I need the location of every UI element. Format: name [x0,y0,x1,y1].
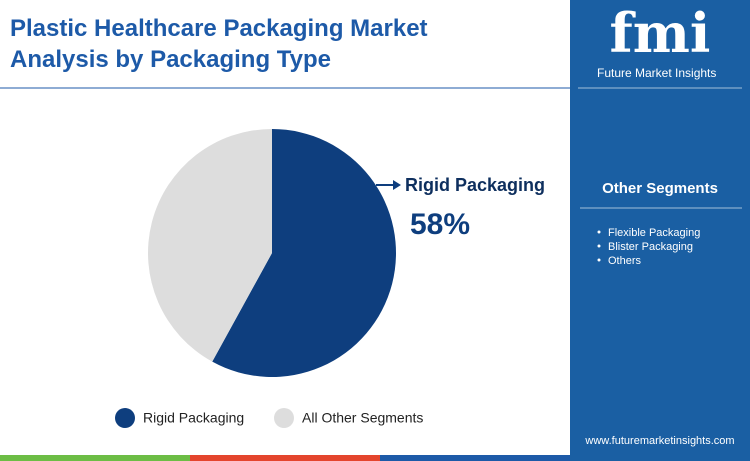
callout-label: Rigid Packaging [405,175,545,195]
chart-title: Plastic Healthcare Packaging Market Anal… [10,15,434,73]
footer-strip [190,455,380,461]
pie [148,129,396,377]
legend-swatch [115,408,135,428]
footer-strip [0,455,190,461]
pie-slice [212,129,396,377]
segment-item: Flexible Packaging [608,227,700,239]
legend-swatch [274,408,294,428]
segment-item: Others [608,255,642,267]
url: www.futuremarketinsights.com [584,435,734,447]
callout-arrowhead [393,180,401,190]
sidebar-heading: Other Segments [602,180,718,197]
segment-list: Flexible Packaging Blister Packaging Other… [597,227,700,267]
title-line: Plastic Healthcare Packaging Market [10,15,428,42]
bullet [597,258,601,262]
legend-label: All Other Segments [302,410,423,426]
bullet [597,230,601,234]
brand: Future Market Insights [597,66,716,80]
legend: Rigid Packaging All Other Segments [115,408,423,428]
legend-label: Rigid Packaging [143,410,244,426]
bullet [597,244,601,248]
footer-strip [380,455,570,461]
value-label: 58% [410,208,470,241]
title-line: Analysis by Packaging Type [10,46,331,73]
segment-item: Blister Packaging [608,241,693,253]
sidebar-panel [570,0,750,461]
pie-slice [148,129,272,362]
logo: fmi [610,1,711,65]
